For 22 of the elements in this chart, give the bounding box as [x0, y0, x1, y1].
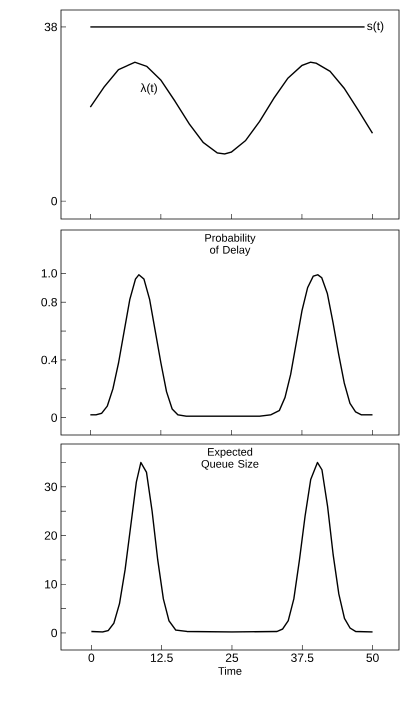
x-tick-label: 50: [366, 654, 379, 662]
x-tick-label: 12.5: [150, 654, 173, 662]
y-tick-label: 0.4: [41, 356, 58, 364]
text: Probability of Delay: [205, 234, 256, 256]
y-tick-label: 20: [44, 531, 58, 540]
x-tick-label: 25: [226, 654, 238, 662]
series-label: s(t): [367, 21, 384, 33]
line-series: [90, 462, 374, 633]
y-tick-label: 38: [44, 22, 57, 32]
y-tick-label: 0: [51, 196, 58, 206]
x-tick-label: 0: [88, 654, 94, 662]
y-tick-label: 0.8: [41, 298, 57, 306]
x-axis-title: Time: [218, 666, 242, 675]
y-tick-label: 10: [45, 580, 58, 588]
y-tick-label: 0: [51, 413, 58, 422]
text: Expected Queue Size: [202, 448, 258, 470]
line-series: [90, 62, 374, 155]
series-label: λ(t): [140, 83, 157, 94]
y-tick-label: 1.0: [42, 269, 58, 278]
x-tick-label: 37.5: [291, 654, 314, 662]
y-tick-label: 0: [51, 628, 58, 638]
y-tick-label: 30: [44, 482, 58, 492]
